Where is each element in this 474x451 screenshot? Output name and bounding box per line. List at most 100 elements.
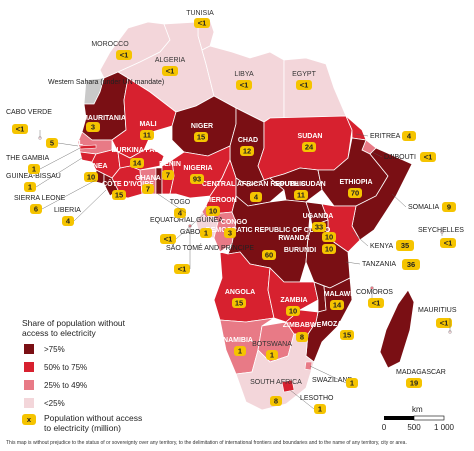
scale-bar: km 0 500 1 000 (382, 405, 455, 432)
svg-text:15: 15 (343, 331, 351, 340)
svg-text:10: 10 (87, 173, 95, 182)
svg-text:11: 11 (143, 131, 151, 140)
legend-swatch-gt75 (24, 344, 34, 354)
label-liberia: LIBERIA (54, 207, 81, 214)
svg-text:19: 19 (410, 379, 418, 388)
badge-niger: 15 (194, 132, 208, 142)
svg-text:<1: <1 (16, 125, 25, 134)
label-south-africa: SOUTH AFRICA (250, 379, 302, 386)
scale-tick-0: 0 (382, 423, 387, 432)
badge-djibouti: <1 (420, 152, 436, 162)
value-badges: <1 <1 <1 <1 <1 <1 3 11 15 12 24 4 <1 5 1… (12, 18, 456, 414)
svg-text:6: 6 (34, 205, 38, 214)
svg-text:14: 14 (133, 159, 142, 168)
scale-segment-1 (384, 416, 414, 420)
svg-text:3: 3 (91, 123, 95, 132)
label-morocco: MOROCCO (91, 41, 129, 48)
svg-text:1: 1 (204, 229, 208, 238)
svg-text:<1: <1 (178, 265, 187, 274)
svg-text:<1: <1 (424, 153, 433, 162)
badge-gambia: 1 (28, 164, 40, 174)
legend-label-25to49: 25% to 49% (44, 381, 87, 390)
svg-text:12: 12 (243, 147, 251, 156)
badge-benin: 7 (162, 170, 174, 180)
badge-zambia: 10 (286, 306, 300, 316)
badge-angola: 15 (232, 298, 246, 308)
badge-kenya: 35 (396, 240, 414, 251)
label-namibia: NAMIBIA (223, 337, 253, 344)
label-libya: LIBYA (234, 71, 254, 78)
svg-text:<1: <1 (440, 319, 449, 328)
label-togo: TOGO (170, 199, 191, 206)
label-gambia: THE GAMBIA (6, 155, 50, 162)
svg-text:36: 36 (407, 260, 415, 269)
badge-congo: 3 (224, 228, 236, 238)
label-angola: ANGOLA (225, 289, 255, 296)
label-malawi: MALAWI (324, 291, 352, 298)
svg-text:4: 4 (407, 132, 412, 141)
svg-text:10: 10 (289, 307, 297, 316)
legend-swatch-25to49 (24, 380, 34, 390)
label-cameroon: CAMEROON (195, 197, 237, 204)
label-sierra-leone: SIERRA LEONE (14, 195, 66, 202)
label-mali: MALI (139, 121, 156, 128)
region-mali (111, 77, 177, 159)
label-madagascar: MADAGASCAR (396, 369, 446, 376)
label-kenya: KENYA (370, 243, 394, 250)
leader-lines (35, 130, 451, 410)
label-cabo-verde: CABO VERDE (6, 109, 52, 116)
svg-text:9: 9 (447, 203, 451, 212)
badge-chad: 12 (240, 146, 254, 156)
badge-guinea-bissau: 1 (24, 182, 36, 192)
label-chad: CHAD (238, 137, 258, 144)
svg-text:8: 8 (274, 397, 278, 406)
svg-text:10: 10 (209, 207, 217, 216)
label-swaziland: SWAZILAND (312, 377, 353, 384)
svg-text:1: 1 (350, 379, 354, 388)
badge-ghana: 7 (142, 184, 154, 194)
island-comoros (370, 286, 374, 290)
badge-eritrea: 4 (402, 131, 416, 141)
label-rwanda: RWANDA (278, 235, 309, 242)
svg-text:1: 1 (270, 351, 274, 360)
badge-car: 4 (250, 192, 262, 202)
label-congo: CONGO (221, 219, 248, 226)
badge-namibia: 1 (234, 346, 246, 356)
map-canvas: MOROCCO TUNISIA ALGERIA LIBYA EGYPT West… (6, 10, 464, 433)
scale-tick-500: 500 (407, 423, 421, 432)
label-algeria: ALGERIA (155, 57, 186, 64)
badge-egypt: <1 (296, 80, 312, 90)
svg-text:15: 15 (197, 133, 205, 142)
region-lesotho (281, 379, 295, 393)
badge-cote-divoire: 15 (112, 190, 126, 200)
label-eq-guinea: EQUATORIAL GUINEA (150, 217, 223, 224)
svg-text:33: 33 (315, 223, 323, 232)
svg-text:5: 5 (50, 139, 54, 148)
label-lesotho: LESOTHO (300, 395, 334, 402)
label-comoros: COMOROS (356, 289, 393, 296)
label-zimbabwe: ZIMBABWE (283, 322, 322, 329)
badge-mozambique: 15 (340, 330, 354, 340)
badge-comoros: <1 (368, 298, 384, 308)
label-western-sahara: Western Sahara (under UN mandate) (48, 79, 164, 86)
label-eritrea: ERITREA (370, 133, 401, 140)
badge-malawi: 14 (330, 300, 344, 310)
badge-seychelles: <1 (440, 238, 456, 248)
svg-text:<1: <1 (444, 239, 453, 248)
badge-nigeria: 93 (190, 174, 204, 184)
legend-title-line1: Share of population without (22, 318, 126, 328)
label-senegal: SENEGAL (49, 140, 84, 147)
badge-guinea: 10 (84, 172, 98, 182)
label-somalia: SOMALIA (408, 204, 439, 211)
label-botswana: BOTSWANA (252, 341, 292, 348)
svg-text:8: 8 (300, 333, 304, 342)
label-niger: NIGER (191, 123, 213, 130)
label-gabon: GABON (180, 229, 205, 236)
country-labels: MOROCCO TUNISIA ALGERIA LIBYA EGYPT West… (6, 10, 464, 402)
badge-sao-tome: <1 (174, 264, 190, 274)
svg-text:11: 11 (297, 191, 305, 200)
scale-unit: km (412, 405, 423, 414)
badge-eq-guinea: <1 (160, 234, 176, 244)
badge-morocco: <1 (116, 50, 132, 60)
label-seychelles: SEYCHELLES (418, 227, 464, 234)
